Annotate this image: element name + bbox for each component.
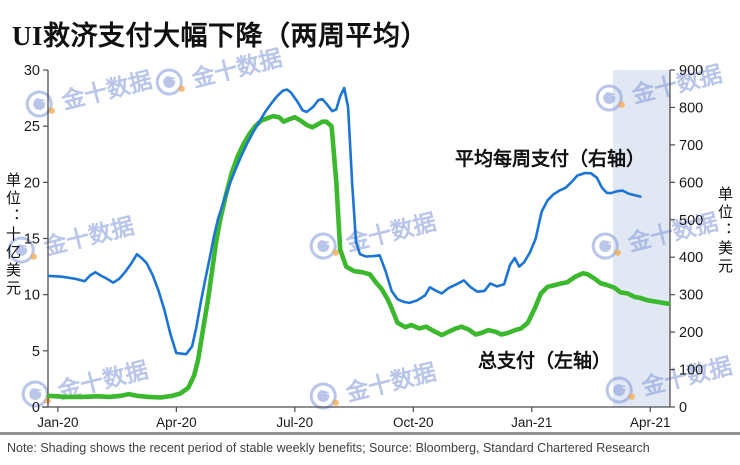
chart-title: UI救济支付大幅下降（两周平均）: [12, 21, 429, 51]
left-axis-tick-label: 10: [24, 288, 40, 304]
right-axis-tick-label: 400: [679, 250, 703, 266]
right-axis-tick-label: 800: [679, 100, 703, 116]
series-line-weekly-average: [47, 86, 642, 356]
left-axis-tick-label: 5: [32, 344, 40, 360]
left-axis-tick-label: 25: [24, 119, 40, 135]
right-axis-tick-label: 600: [679, 175, 703, 191]
left-axis-unit-label: 单位：十亿美元: [4, 172, 20, 298]
left-axis-tick-label: 0: [32, 400, 40, 416]
right-axis-tick-label: 200: [679, 325, 703, 341]
left-axis-tick-label: 15: [24, 232, 40, 248]
right-axis-tick-label: 900: [679, 63, 703, 79]
right-axis-tick-label: 300: [679, 288, 703, 304]
x-axis-tick-label: Jan-21: [511, 415, 552, 430]
left-axis-tick-label: 20: [24, 175, 40, 191]
note-divider: [0, 432, 740, 435]
series-label-total-payments: 总支付（左轴）: [478, 351, 612, 372]
x-axis-tick-label: Oct-20: [393, 415, 434, 430]
x-axis-tick-label: Jul-20: [276, 415, 313, 430]
right-axis-tick-label: 700: [679, 138, 703, 154]
source-note: Note: Shading shows the recent period of…: [7, 441, 650, 455]
right-axis-tick-label: 0: [679, 400, 687, 416]
series-line-total: [46, 113, 671, 400]
shaded-recent-period: [612, 70, 670, 407]
x-axis-tick-label: Jan-20: [37, 415, 78, 430]
right-axis-unit-label: 单位：美元: [716, 186, 732, 276]
right-axis-tick-label: 100: [679, 363, 703, 379]
x-axis-tick-label: Apr-21: [630, 415, 671, 430]
x-axis-tick-label: Apr-20: [156, 415, 197, 430]
right-axis-tick-label: 500: [679, 213, 703, 229]
series-label-weekly-average: 平均每周支付（右轴）: [455, 149, 646, 170]
left-axis-tick-label: 30: [24, 63, 40, 79]
